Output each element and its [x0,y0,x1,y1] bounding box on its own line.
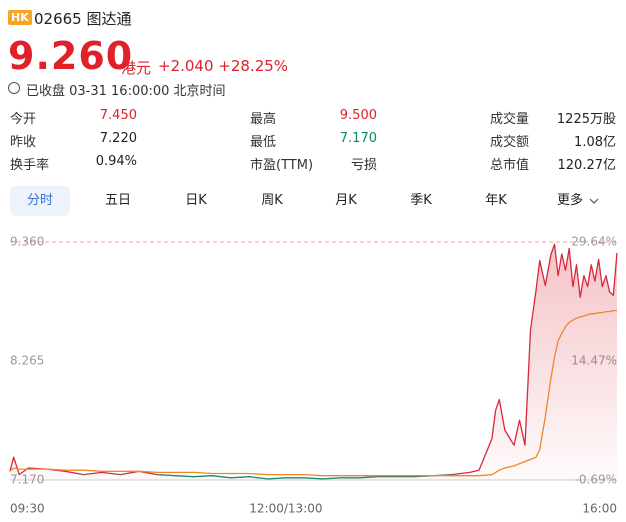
stat-value: 亏损 [350,158,377,173]
change-abs: +2.040 [158,57,214,75]
y-tick-label: 9.360 [10,235,44,249]
currency: 港元 [121,59,152,77]
stat-value: 120.27亿 [557,158,617,173]
tab[interactable]: 日K [185,193,207,208]
stock-name: 02665 图达通 [34,8,132,29]
stat-label: 成交额 [490,135,530,150]
tab[interactable]: 月K [335,193,357,208]
tab[interactable]: 周K [261,193,283,208]
market-badge: HK [8,10,32,25]
tab[interactable]: 五日 [104,193,131,208]
stock-code: 02665 [34,10,82,28]
market-status: 已收盘 03-31 16:00:00 北京时间 [26,84,226,99]
stock-title: 图达通 [86,10,132,28]
change-pct: +28.25% [218,57,289,75]
tab[interactable]: 年K [485,193,507,208]
tab[interactable]: 更多 [556,193,583,208]
stat-value: 1225万股 [556,112,616,127]
tab[interactable]: 季K [410,193,432,208]
stat-value: 7.450 [99,108,137,123]
stat-label: 成交量 [490,112,530,127]
clock-icon [8,82,20,94]
stat-value: 7.220 [99,131,137,146]
price-line [9,243,618,480]
x-tick-label: 16:00 [582,502,617,516]
stat-value: 0.94% [95,154,137,169]
stat-value: 7.170 [339,131,377,146]
tab[interactable]: 分时 [10,186,70,216]
stat-label: 最高 [250,112,277,127]
x-tick-label: 09:30 [10,502,45,516]
x-tick-label: 12:00/13:00 [249,502,322,516]
chevron [589,198,599,204]
price-area [10,244,617,480]
y2-tick-label: 29.64% [571,235,617,249]
stat-label: 市盈(TTM) [250,158,314,173]
average-line [9,309,617,477]
stat-label: 今开 [10,112,37,127]
stat-label: 昨收 [10,135,37,150]
stat-value: 9.500 [339,108,377,123]
stat-label: 换手率 [10,158,50,173]
stat-value: 1.08亿 [574,135,616,150]
y-tick-label: 8.265 [10,354,44,368]
stat-label: 总市值 [490,158,530,173]
price: 9.260 [8,34,134,78]
change: +2.040 +28.25% [158,57,288,75]
stat-label: 最低 [250,135,277,150]
